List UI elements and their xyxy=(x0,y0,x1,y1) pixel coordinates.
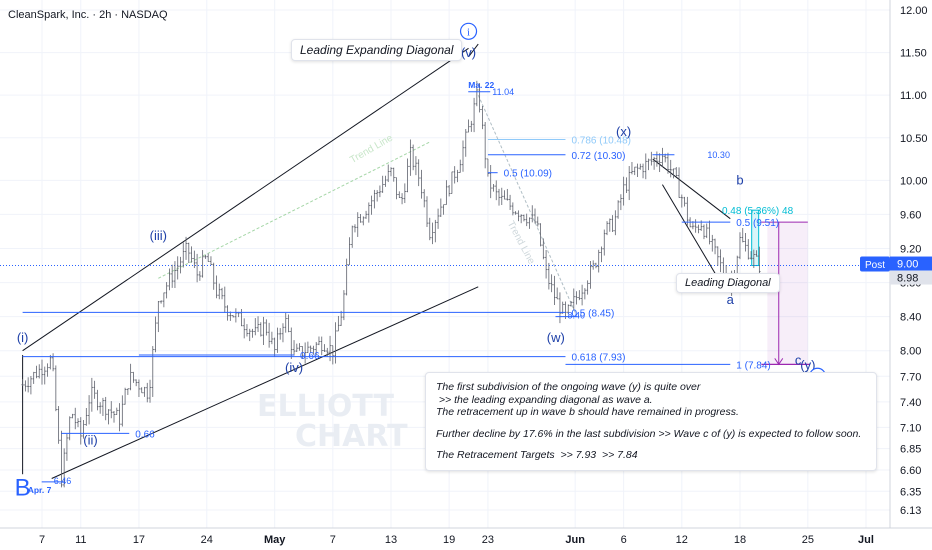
y-tick-label: 12.00 xyxy=(900,5,928,17)
y-tick-label: 8.40 xyxy=(900,312,921,324)
fib-level-label: 0.786 (10.48) xyxy=(571,135,631,146)
y-tick-label: 9.20 xyxy=(900,244,921,256)
x-tick-label: 24 xyxy=(201,534,213,546)
leading-diagonal-label: Leading Diagonal xyxy=(676,273,780,293)
y-tick-label: 11.50 xyxy=(900,48,927,60)
commentary-line: The first subdivision of the ongoing wav… xyxy=(436,381,701,393)
wave-label: (w) xyxy=(547,330,565,345)
x-tick-label: 7 xyxy=(330,534,336,546)
post-tag xyxy=(860,256,890,272)
x-tick-label: 18 xyxy=(734,534,746,546)
x-tick-label: May xyxy=(264,534,286,546)
commentary-line: The Retracement Targets >> 7.93 >> 7.84 xyxy=(436,449,638,461)
trend-line-label: Trend Line xyxy=(505,219,537,266)
x-tick-label: 23 xyxy=(482,534,494,546)
fib-level-label: 0.5 (10.09) xyxy=(504,169,552,180)
analysis-commentary: The first subdivision of the ongoing wav… xyxy=(425,372,877,471)
watermark: ELLIOTT CHART xyxy=(255,392,408,452)
leading-expanding-diagonal-label: Leading Expanding Diagonal xyxy=(291,39,463,61)
x-tick-label: Jun xyxy=(565,534,585,546)
fib-level-label: 0.5 (9.51) xyxy=(736,218,779,229)
wave-B-label: B xyxy=(15,475,31,502)
post-tag-label: Post xyxy=(865,260,885,271)
x-tick-label: 12 xyxy=(676,534,688,546)
marker-value: 11.04 xyxy=(492,87,514,97)
wave-label: (v) xyxy=(461,45,476,60)
diagonal-upper-line xyxy=(22,47,469,352)
fib-level-label: 0.5 (8.45) xyxy=(571,308,614,319)
commentary-line: Further decline by 17.6% in the last sub… xyxy=(436,427,862,440)
wave-label: c xyxy=(795,352,802,367)
wave-label: (x) xyxy=(616,124,631,139)
x-tick-label: 13 xyxy=(385,534,397,546)
marker-value: 8.40 xyxy=(567,311,585,321)
fib-level-label: 0.66 xyxy=(300,351,320,362)
x-tick-label: 6 xyxy=(621,534,627,546)
annotation-pointer xyxy=(468,43,479,58)
marker-date: Apr. 7 xyxy=(28,485,52,495)
chart-title: CleanSpark, Inc. · 2h · NASDAQ xyxy=(8,9,168,21)
y-tick-label: 6.35 xyxy=(900,486,921,498)
y-tick-label: 6.60 xyxy=(900,465,921,477)
marker-date: Ma. 22 xyxy=(468,80,494,90)
watermark-line: ELLIOTT xyxy=(257,389,395,424)
y-tick-label: 10.50 xyxy=(900,133,928,145)
y-tick-label: 7.40 xyxy=(900,397,921,409)
wave-b-range xyxy=(751,209,760,267)
x-tick-label: Jul xyxy=(858,534,874,546)
x-tick-label: 11 xyxy=(75,534,86,546)
marker-value: 10.30 xyxy=(707,150,730,160)
y-tick-label: 6.85 xyxy=(900,444,921,456)
wave-label: (iv) xyxy=(285,360,303,375)
watermark-line: CHART xyxy=(295,419,408,454)
y-tick-label: 8.00 xyxy=(900,346,921,358)
commentary-line: >> the leading expanding diagonal as wav… xyxy=(436,393,653,406)
last-price-tag xyxy=(890,270,932,285)
x-tick-label: 19 xyxy=(443,534,455,546)
leading-diagonal-lower xyxy=(661,184,722,283)
fib-level-label: 0.66 xyxy=(135,429,155,440)
post-price-value: 9.00 xyxy=(897,259,918,271)
y-tick-label: 6.13 xyxy=(900,505,921,517)
wave-label: (iii) xyxy=(150,228,167,243)
y-tick-label: 9.60 xyxy=(900,209,921,221)
x-tick-label: 17 xyxy=(133,534,145,546)
wave-label: (y) xyxy=(800,357,815,372)
wave-label: (ii) xyxy=(83,432,97,447)
fib-level-label: 0.618 (7.93) xyxy=(571,353,625,364)
post-price-tag xyxy=(890,256,932,271)
marker-value: 6.46 xyxy=(54,476,72,486)
y-tick-label: 7.70 xyxy=(900,371,921,383)
fib-level-label: 1 (7.84) xyxy=(736,360,770,371)
trend-line xyxy=(477,94,576,313)
target-zone xyxy=(767,222,808,365)
x-tick-label: 25 xyxy=(802,534,814,546)
fib-level-label: 0.72 (10.30) xyxy=(571,151,625,162)
commentary-line: The retracement up in wave b should have… xyxy=(436,406,739,418)
y-tick-label: 10.00 xyxy=(900,175,928,187)
y-tick-label: 11.00 xyxy=(900,90,927,102)
last-price-value: 8.98 xyxy=(897,273,918,285)
fib-level-label: 0.48 (5.36%) 48 xyxy=(722,206,794,217)
y-tick-label: 7.10 xyxy=(900,422,921,434)
wave-label: (i) xyxy=(17,330,29,345)
wave-circle-label: i xyxy=(467,26,470,38)
x-tick-label: 7 xyxy=(39,534,45,546)
wave-circle xyxy=(459,22,478,40)
wave-label: a xyxy=(727,292,735,307)
trend-line xyxy=(158,141,430,279)
wave-label: b xyxy=(736,173,743,188)
leading-diagonal-upper xyxy=(652,158,731,220)
diagonal-lower-line xyxy=(51,286,479,479)
